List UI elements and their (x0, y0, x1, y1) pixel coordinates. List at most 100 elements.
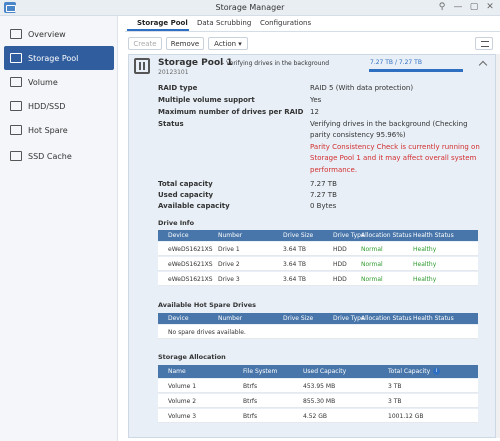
health-cell: Healthy (413, 276, 437, 283)
tab-bar: Storage Pool Data Scrubbing Configuratio… (125, 16, 500, 32)
empty-message: No spare drives available. (168, 329, 246, 336)
capacity-text: 7.27 TB / 7.27 TB (370, 59, 422, 66)
table-row[interactable]: Volume 1 Btrfs 453.95 MB 3 TB (158, 379, 478, 393)
column-header: Drive Type (333, 315, 365, 322)
overview-icon (10, 29, 22, 39)
sidebar-item-volume[interactable]: Volume (4, 70, 114, 94)
active-tab-indicator (127, 29, 189, 31)
health-cell: Healthy (413, 246, 437, 253)
ssd-cache-icon (10, 151, 22, 161)
prop-value: Yes (310, 96, 322, 104)
column-header: Health Status (413, 315, 454, 322)
volume-name-cell: Volume 2 (168, 398, 197, 405)
title-bar: Storage Manager ⚲ — ▢ ✕ (0, 0, 500, 16)
device-cell: eWeDS1621XS (168, 246, 213, 253)
column-header: Name (168, 368, 186, 375)
total-cell: 3 TB (388, 398, 402, 405)
column-header: Number (218, 315, 243, 322)
sidebar-item-storage-pool[interactable]: Storage Pool (4, 46, 114, 70)
allocation-header: Name File System Used Capacity Total Cap… (158, 365, 478, 378)
filesystem-cell: Btrfs (243, 413, 258, 420)
column-header: Number (218, 232, 243, 239)
filesystem-cell: Btrfs (243, 398, 258, 405)
total-cell: 1001.12 GB (388, 413, 424, 420)
filesystem-cell: Btrfs (243, 383, 258, 390)
size-cell: 3.64 TB (283, 261, 307, 268)
volume-name-cell: Volume 1 (168, 383, 197, 390)
device-cell: eWeDS1621XS (168, 276, 213, 283)
used-capacity-label: Used capacity (158, 191, 214, 199)
empty-row: No spare drives available. (158, 325, 478, 339)
prop-value: 12 (310, 108, 319, 116)
prop-label: Maximum number of drives per RAID (158, 108, 304, 116)
table-row[interactable]: eWeDS1621XS Drive 2 3.64 TB HDD Normal H… (158, 257, 478, 271)
number-cell: Drive 2 (218, 261, 240, 268)
search-icon[interactable]: ⚲ (438, 2, 446, 12)
column-header: Drive Size (283, 315, 314, 322)
hot-spare-icon (10, 125, 22, 135)
total-capacity-label: Total capacity (158, 180, 213, 188)
table-row[interactable]: Volume 2 Btrfs 855.30 MB 3 TB (158, 394, 478, 408)
hot-spare-title: Available Hot Spare Drives (158, 301, 257, 309)
allocation-cell: Normal (361, 261, 383, 268)
used-cell: 4.52 GB (303, 413, 328, 420)
column-header: Drive Size (283, 232, 314, 239)
drive-info-title: Drive Info (158, 219, 195, 227)
capacity-bar-fill (369, 69, 463, 72)
used-capacity-value: 7.27 TB (310, 191, 337, 199)
maximize-icon[interactable]: ▢ (469, 2, 479, 12)
pool-name: Storage Pool 1 (158, 58, 233, 68)
tab-data-scrubbing[interactable]: Data Scrubbing (197, 19, 252, 27)
tab-configurations[interactable]: Configurations (260, 19, 312, 27)
sidebar-item-label: SSD Cache (28, 151, 72, 161)
prop-value: Verifying drives in the background (Chec… (310, 120, 468, 128)
type-cell: HDD (333, 261, 347, 268)
prop-label: Status (158, 120, 184, 128)
sidebar-item-ssd-cache[interactable]: SSD Cache (4, 144, 114, 168)
pool-status: - Verifying drives in the background (222, 60, 330, 67)
warning-text: performance. (310, 166, 358, 174)
column-header: Device (168, 232, 189, 239)
sidebar-item-label: Hot Spare (28, 125, 68, 135)
hdd-icon (10, 101, 22, 111)
volume-name-cell: Volume 3 (168, 413, 197, 420)
prop-label: RAID type (158, 84, 198, 92)
sidebar-item-label: Overview (28, 29, 66, 39)
window-title: Storage Manager (215, 3, 285, 12)
column-header: Drive Type (333, 232, 365, 239)
sidebar-item-hot-spare[interactable]: Hot Spare (4, 118, 114, 142)
type-cell: HDD (333, 276, 347, 283)
column-header: Total Capacity (388, 368, 431, 375)
health-cell: Healthy (413, 261, 437, 268)
table-row[interactable]: Volume 3 Btrfs 4.52 GB 1001.12 GB (158, 409, 478, 423)
used-cell: 453.95 MB (303, 383, 336, 390)
remove-button[interactable]: Remove (166, 37, 204, 50)
view-options-button[interactable] (475, 37, 493, 50)
volume-icon (10, 77, 22, 87)
sidebar-item-overview[interactable]: Overview (4, 22, 114, 46)
prop-value: RAID 5 (With data protection) (310, 84, 414, 92)
tab-storage-pool[interactable]: Storage Pool (137, 19, 188, 27)
info-icon[interactable]: i (433, 368, 440, 375)
total-capacity-value: 7.27 TB (310, 180, 337, 188)
minimize-icon[interactable]: — (453, 2, 463, 12)
create-button[interactable]: Create (128, 37, 162, 50)
table-row[interactable]: eWeDS1621XS Drive 3 3.64 TB HDD Normal H… (158, 272, 478, 286)
close-icon[interactable]: ✕ (486, 2, 494, 12)
available-capacity-value: 0 Bytes (310, 202, 337, 210)
sidebar: Overview Storage Pool Volume HDD/SSD Hot… (0, 16, 118, 441)
number-cell: Drive 1 (218, 246, 240, 253)
scrollbar[interactable] (496, 54, 500, 438)
column-header: File System (243, 368, 278, 375)
column-header: Used Capacity (303, 368, 347, 375)
total-cell: 3 TB (388, 383, 402, 390)
pool-id: 20123101 (158, 69, 189, 76)
used-cell: 855.30 MB (303, 398, 336, 405)
capacity-bar (369, 69, 463, 72)
sidebar-item-hdd-ssd[interactable]: HDD/SSD (4, 94, 114, 118)
list-view-icon (481, 41, 489, 47)
warning-text: Parity Consistency Check is currently ru… (310, 143, 480, 151)
table-row[interactable]: eWeDS1621XS Drive 1 3.64 TB HDD Normal H… (158, 242, 478, 256)
action-dropdown[interactable]: Action ▾ (208, 37, 248, 50)
storage-allocation-title: Storage Allocation (158, 353, 226, 361)
